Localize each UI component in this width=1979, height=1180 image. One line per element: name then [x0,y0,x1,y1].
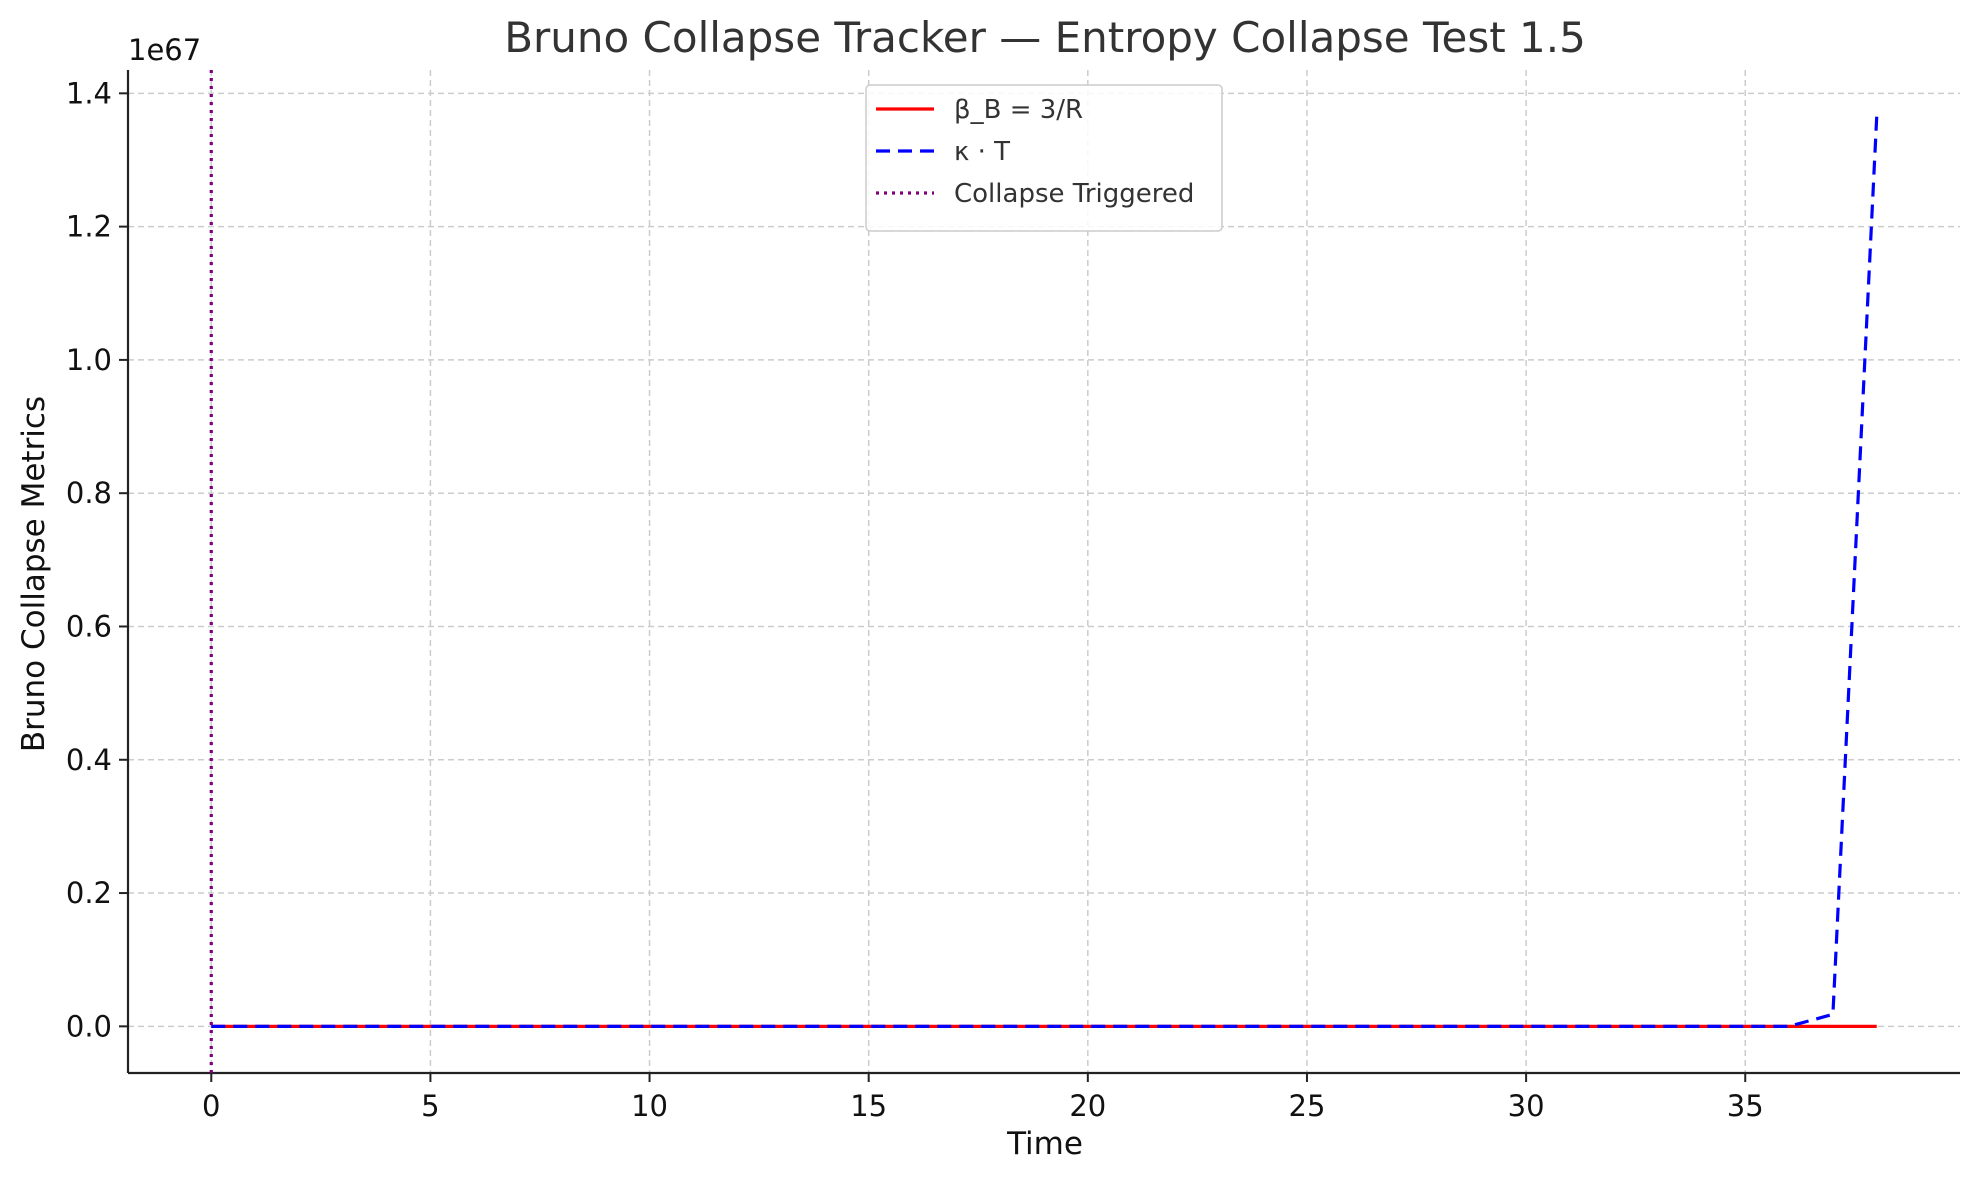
axes [126,70,1960,1075]
x-tick-label: 5 [421,1089,439,1123]
y-tick-label: 1.2 [66,210,112,244]
y-tick-label: 0.2 [66,876,112,910]
x-axis-ticks: 0 5 10 15 20 25 30 35 [202,1073,1764,1123]
x-tick-label: 30 [1508,1089,1545,1123]
x-tick-label: 15 [850,1089,887,1123]
x-tick-label: 10 [631,1089,668,1123]
series-layer [209,70,1879,1073]
chart-title: Bruno Collapse Tracker — Entropy Collaps… [504,13,1586,62]
y-tick-label: 0.6 [66,609,112,643]
legend-label: β_B = 3/R [954,95,1083,125]
series-line-2 [211,116,1879,1028]
x-tick-label: 35 [1727,1089,1764,1123]
y-tick-label: 0.8 [66,476,112,510]
legend-label: κ · T [954,137,1010,167]
y-tick-label: 0.4 [66,743,112,777]
y-tick-label: 1.4 [66,76,112,110]
y-axis-ticks: 0.0 0.2 0.4 0.6 0.8 1.0 1.2 1.4 [66,76,128,1043]
x-axis-label: Time [1006,1126,1083,1162]
y-tick-label: 1.0 [66,343,112,377]
x-tick-label: 0 [202,1089,220,1123]
y-axis-label: Bruno Collapse Metrics [16,396,52,752]
x-tick-label: 25 [1289,1089,1326,1123]
y-axis-offset-text: 1e67 [128,33,201,67]
x-tick-label: 20 [1069,1089,1106,1123]
legend-box [865,84,1223,232]
legend-label: Collapse Triggered [954,179,1194,209]
y-tick-label: 0.0 [66,1009,112,1043]
legend: β_B = 3/R κ · T Collapse Triggered [865,84,1223,232]
